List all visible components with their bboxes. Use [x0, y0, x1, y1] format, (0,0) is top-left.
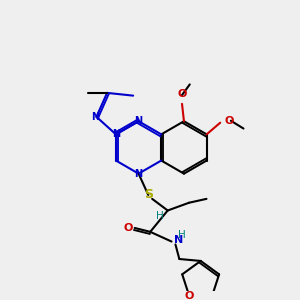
Text: O: O	[177, 89, 187, 99]
Text: O: O	[123, 223, 133, 233]
Text: H: H	[156, 211, 164, 221]
Text: H: H	[178, 230, 186, 240]
Text: N: N	[92, 112, 100, 122]
Text: N: N	[134, 116, 142, 126]
Text: N: N	[175, 235, 184, 244]
Text: O: O	[184, 291, 194, 300]
Text: S: S	[144, 188, 153, 202]
Text: N: N	[134, 169, 142, 178]
Text: N: N	[112, 129, 120, 140]
Text: O: O	[224, 116, 233, 126]
